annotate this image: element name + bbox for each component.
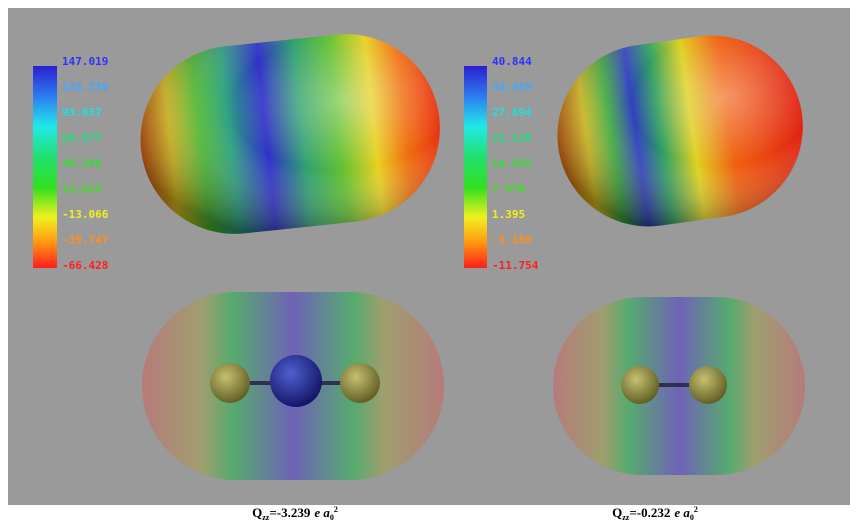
figure: Qzz=-3.239e a02 Qzz=-0.232e a02 147.0191… (0, 0, 857, 523)
molecule-transparent (142, 292, 444, 480)
colorbar-label: 1.395 (492, 208, 525, 221)
colorbar-label: 34.269 (492, 81, 532, 94)
colorbar-label: 120.338 (62, 81, 108, 94)
colorbar-label: 14.545 (492, 157, 532, 170)
colorbar-label: 40.844 (492, 55, 532, 68)
superscript: 2 (694, 505, 698, 514)
symbol: Q (252, 505, 262, 520)
colorbar-label: 27.694 (492, 106, 532, 119)
colorbar-label: 147.019 (62, 55, 108, 68)
colorbar (464, 66, 487, 268)
symbol: Q (612, 505, 622, 520)
unit: e a (314, 505, 330, 520)
colorbar-label: 13.615 (62, 183, 102, 196)
superscript: 2 (334, 505, 338, 514)
colorbar-label: -66.428 (62, 259, 108, 272)
colorbar-label: -5.180 (492, 234, 532, 247)
colorbar-label: -11.754 (492, 259, 539, 272)
colorbar-label: -13.066 (62, 208, 109, 221)
colorbar-label: -39.747 (62, 234, 108, 247)
unit: e a (674, 505, 690, 520)
value: =-0.232 (629, 505, 670, 520)
molecule-transparent (553, 297, 805, 475)
colorbar-label: 40.296 (62, 157, 102, 170)
colorbar-label: 66.977 (62, 132, 102, 145)
colorbar-label: 93.657 (62, 106, 102, 119)
value: =-3.239 (269, 505, 310, 520)
colorbar (33, 66, 57, 268)
colorbar-label: 7.970 (492, 183, 525, 196)
subscript: 0 (330, 513, 334, 522)
subscript: 0 (690, 513, 694, 522)
colorbar-label: 21.120 (492, 132, 532, 145)
